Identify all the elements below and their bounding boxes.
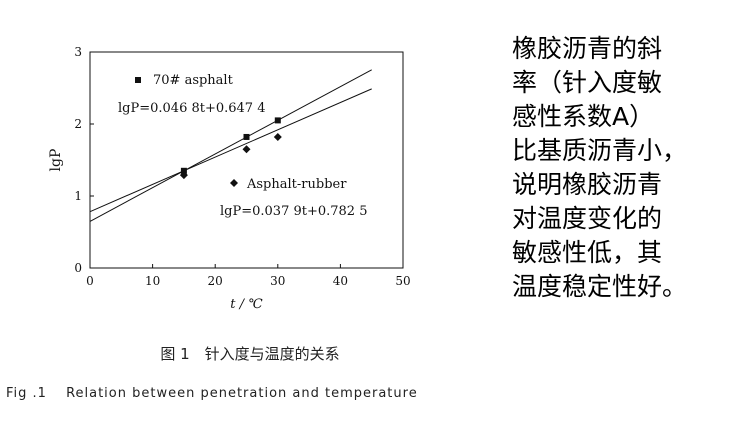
equation-asphalt-rubber: lgP=0.037 9t+0.782 5 bbox=[220, 204, 367, 219]
explanation-line: 说明橡胶沥青 bbox=[512, 170, 663, 199]
x-tick-label: 10 bbox=[145, 274, 160, 288]
fit-line-asphalt-rubber bbox=[89, 88, 372, 213]
explanation-line: 橡胶沥青的斜 bbox=[512, 34, 663, 63]
x-tick-label: 0 bbox=[86, 274, 94, 288]
x-axis-label: t / ℃ bbox=[230, 297, 263, 312]
explanation-line: 率（针入度敏 bbox=[512, 68, 663, 97]
legend-marker-asphalt-rubber bbox=[230, 179, 238, 187]
legend-label-asphalt: 70# asphalt bbox=[153, 73, 234, 88]
data-point-asphalt bbox=[243, 133, 250, 140]
data-point-asphalt-rubber bbox=[179, 171, 188, 180]
data-point-asphalt-rubber bbox=[273, 132, 282, 141]
x-tick-label: 50 bbox=[395, 274, 410, 288]
data-points bbox=[179, 117, 282, 180]
equation-asphalt: lgP=0.046 8t+0.647 4 bbox=[118, 101, 265, 116]
explanation-line: 感性系数A） bbox=[512, 102, 655, 131]
figure-caption-chinese: 图 1 针入度与温度的关系 bbox=[160, 345, 340, 363]
explanation-line: 对温度变化的 bbox=[512, 204, 663, 233]
y-tick-label: 1 bbox=[74, 189, 82, 203]
y-axis-label: lgP bbox=[48, 149, 64, 172]
fit-line-asphalt bbox=[89, 69, 372, 222]
x-tick-label: 20 bbox=[208, 274, 223, 288]
explanation-line: 比基质沥青小， bbox=[512, 136, 688, 165]
explanation-line: 温度稳定性好。 bbox=[512, 272, 688, 301]
penetration-temperature-chart: 0 10 20 30 40 50 0 1 2 3 t / ℃ lgP 70# asphalt lgP=0… bbox=[48, 45, 411, 312]
figure-caption-english: Fig .1 Relation between penetration and … bbox=[6, 386, 418, 401]
plot-frame bbox=[89, 51, 404, 269]
chart-labels: t / ℃ lgP 70# asphalt lgP=0.046 8t+0.647 4 A… bbox=[48, 73, 367, 312]
legend-marker-asphalt bbox=[135, 77, 141, 83]
data-point-asphalt-rubber bbox=[242, 145, 251, 154]
x-tick-label: 30 bbox=[270, 274, 285, 288]
axes: 0 10 20 30 40 50 0 1 2 3 bbox=[74, 45, 410, 288]
explanation-line: 敏感性低，其 bbox=[512, 238, 663, 267]
y-tick-label: 0 bbox=[74, 261, 82, 275]
x-tick-label: 40 bbox=[333, 274, 348, 288]
data-point-asphalt bbox=[274, 117, 281, 124]
legend-label-asphalt-rubber: Asphalt-rubber bbox=[246, 177, 347, 192]
y-tick-label: 3 bbox=[74, 45, 82, 59]
data-point-asphalt bbox=[180, 167, 187, 174]
explanation-text: 橡胶沥青的斜 率（针入度敏 感性系数A） 比基质沥青小， 说明橡胶沥青 对温度变… bbox=[512, 32, 738, 304]
fit-lines bbox=[89, 69, 372, 222]
y-tick-label: 2 bbox=[74, 117, 82, 131]
